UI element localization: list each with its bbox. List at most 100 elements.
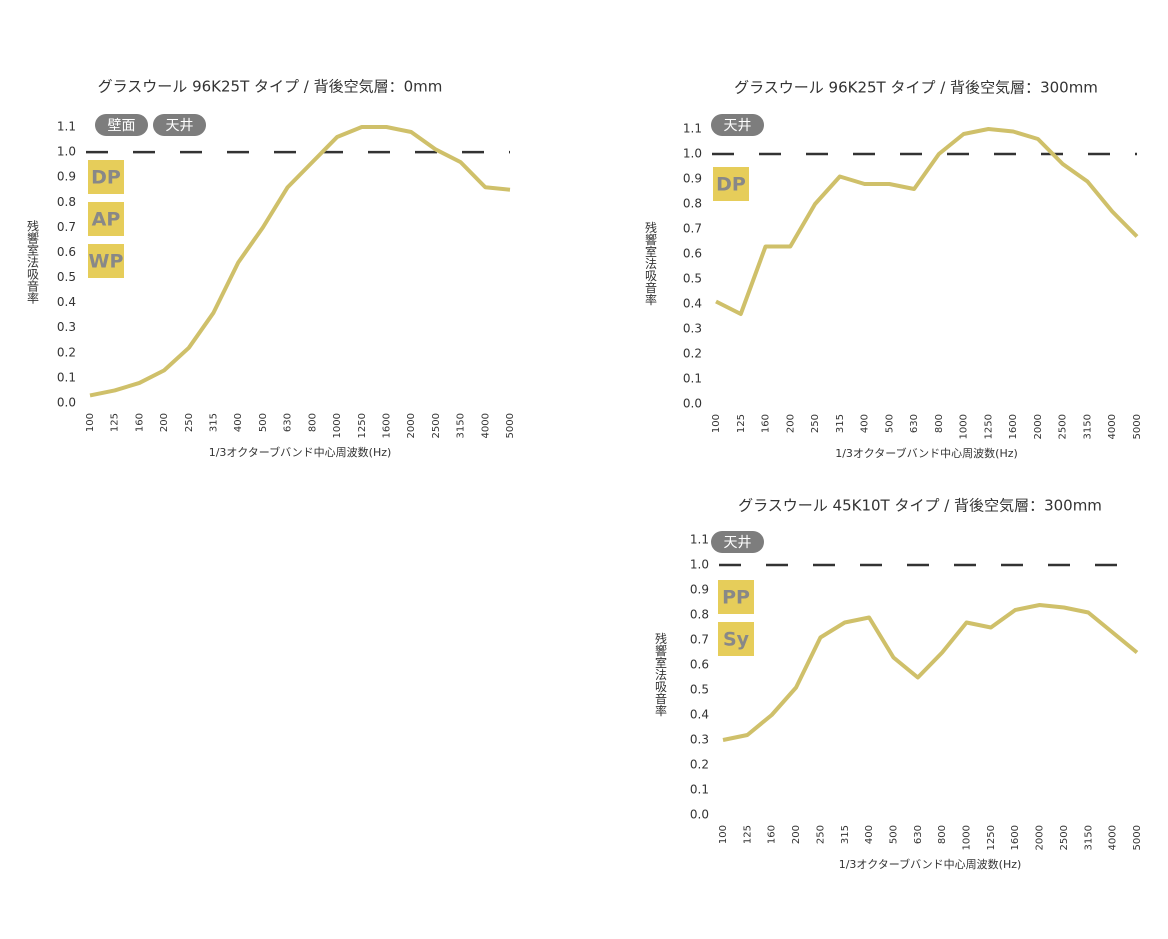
y-tick-label: 0.2 [690,758,709,772]
y-tick-label: 0.1 [683,372,702,386]
x-axis-label: 1/3オクターブバンド中心周波数(Hz) [839,857,1022,871]
x-tick-label: 630 [909,414,920,433]
x-tick-label: 500 [258,413,269,432]
badge-box [718,580,754,614]
x-tick-label: 800 [937,825,948,844]
badge-box [88,244,124,278]
y-tick-label: 0.9 [683,172,702,186]
y-axis-label: 残響室法吸音率 [654,632,668,716]
x-tick-label: 315 [835,414,846,433]
x-tick-label: 125 [110,413,121,432]
x-tick-label: 5000 [1132,825,1143,850]
x-tick-label: 2000 [1035,825,1046,850]
data-line [722,603,1139,742]
y-tick-label: 0.8 [683,197,702,211]
tag-pill [711,114,764,136]
x-tick-label: 315 [209,413,220,432]
y-tick-label: 1.0 [57,145,76,159]
x-tick-label: 5000 [1132,414,1143,439]
y-tick-label: 0.3 [683,322,702,336]
x-tick-label: 2500 [1059,825,1070,850]
x-tick-label: 2500 [1058,414,1069,439]
badge-label: PP [722,587,750,609]
y-tick-label: 0.5 [57,270,76,284]
badge-label: DP [91,167,121,189]
tag-label: 天井 [724,535,752,551]
x-tick-label: 400 [233,413,244,432]
x-tick-label: 315 [840,825,851,844]
x-axis-label: 1/3オクターブバンド中心周波数(Hz) [209,445,392,459]
x-tick-label: 1250 [357,413,368,438]
x-tick-label: 3150 [456,413,467,438]
x-tick-label: 2000 [1033,414,1044,439]
y-tick-label: 1.1 [683,122,702,136]
x-tick-label: 3150 [1083,825,1094,850]
x-tick-label: 250 [184,413,195,432]
badge-label: WP [89,251,124,273]
badge-box [713,167,749,201]
y-tick-label: 0.6 [690,658,709,672]
x-tick-label: 200 [785,414,796,433]
x-tick-label: 4000 [480,413,491,438]
x-tick-label: 125 [736,414,747,433]
x-tick-label: 1600 [381,413,392,438]
y-tick-label: 1.0 [683,147,702,161]
y-tick-label: 0.8 [690,608,709,622]
x-tick-label: 400 [860,414,871,433]
x-tick-label: 125 [742,825,753,844]
y-tick-label: 1.1 [57,120,76,134]
x-tick-label: 4000 [1107,414,1118,439]
badge-box [718,622,754,656]
y-tick-label: 0.6 [683,247,702,261]
x-tick-label: 200 [791,825,802,844]
tag-label: 天井 [724,118,752,134]
x-tick-label: 1000 [959,414,970,439]
x-tick-label: 3150 [1082,414,1093,439]
x-tick-label: 100 [718,825,729,844]
x-tick-label: 500 [884,414,895,433]
badge-box [88,160,124,194]
x-tick-label: 1250 [986,825,997,850]
x-tick-label: 1250 [983,414,994,439]
x-tick-label: 100 [85,413,96,432]
x-tick-label: 2000 [406,413,417,438]
badge-label: DP [716,174,746,196]
x-tick-label: 250 [810,414,821,433]
data-line [715,127,1139,316]
x-axis-label: 1/3オクターブバンド中心周波数(Hz) [835,446,1018,460]
y-tick-label: 1.0 [690,558,709,572]
badge-box [88,202,124,236]
x-tick-label: 800 [307,413,318,432]
x-tick-label: 800 [934,414,945,433]
x-tick-label: 250 [815,825,826,844]
y-tick-label: 0.1 [690,783,709,797]
y-tick-label: 0.9 [57,170,76,184]
y-axis-label: 残響室法吸音率 [644,221,658,305]
x-tick-label: 160 [767,825,778,844]
x-tick-label: 1000 [332,413,343,438]
x-tick-label: 500 [888,825,899,844]
y-tick-label: 0.3 [690,733,709,747]
x-tick-label: 160 [761,414,772,433]
y-tick-label: 0.7 [57,220,76,234]
x-tick-label: 630 [913,825,924,844]
x-tick-label: 200 [159,413,170,432]
y-tick-label: 0.7 [690,633,709,647]
data-line [89,125,511,398]
x-tick-label: 1600 [1008,414,1019,439]
x-tick-label: 1000 [962,825,973,850]
y-tick-label: 0.7 [683,222,702,236]
y-tick-label: 0.0 [683,397,702,411]
x-tick-label: 1600 [1010,825,1021,850]
badge-label: AP [92,209,121,231]
y-axis-label: 残響室法吸音率 [26,220,40,304]
y-tick-label: 0.2 [57,345,76,359]
y-tick-label: 0.0 [690,808,709,822]
y-tick-label: 1.1 [690,533,709,547]
y-tick-label: 0.4 [690,708,709,722]
x-tick-label: 2500 [431,413,442,438]
y-tick-label: 0.0 [57,396,76,410]
y-tick-label: 0.5 [690,683,709,697]
y-tick-label: 0.5 [683,272,702,286]
